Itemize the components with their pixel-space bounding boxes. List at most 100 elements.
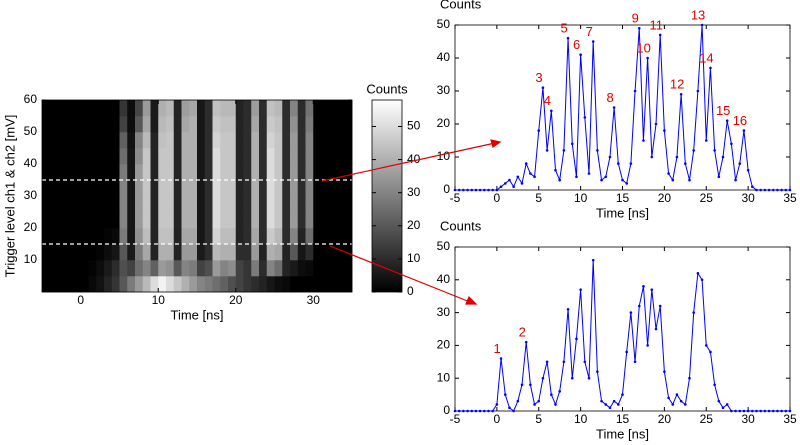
heat-cell <box>158 196 167 213</box>
heat-cell <box>266 100 275 117</box>
heat-cell <box>259 164 268 181</box>
heat-cell <box>166 164 175 181</box>
heat-cell <box>181 148 190 165</box>
heat-cell <box>266 212 275 229</box>
heat-cell <box>127 196 136 213</box>
heat-cell <box>189 180 198 197</box>
series-point <box>696 89 700 93</box>
heat-cell <box>158 148 167 165</box>
heat-cell <box>235 276 244 293</box>
y-tick-label: 50 <box>437 239 451 253</box>
heat-cell <box>344 244 353 261</box>
heat-cell <box>220 116 229 133</box>
heat-cell <box>212 148 221 165</box>
heat-cell <box>189 116 198 133</box>
heat-cell <box>259 276 268 293</box>
heat-cell <box>65 132 74 149</box>
heat-cell <box>189 276 198 293</box>
heat-cell <box>119 100 128 117</box>
heat-cell <box>197 148 206 165</box>
heat-cell <box>251 260 260 277</box>
heat-cell <box>297 180 306 197</box>
heat-cell <box>220 164 229 181</box>
heat-cell <box>119 276 128 293</box>
x-tick-label: 35 <box>783 191 797 205</box>
heat-cell <box>88 164 97 181</box>
series-point <box>587 172 591 175</box>
series-point <box>746 409 750 413</box>
heat-cell <box>96 212 105 229</box>
heat-cell <box>135 180 144 197</box>
heat-cell <box>49 180 58 197</box>
series-point <box>721 155 725 159</box>
heat-cell <box>336 228 345 245</box>
heat-cell <box>158 228 167 245</box>
heat-cell <box>321 244 330 261</box>
series-point <box>742 409 746 413</box>
heat-cell <box>173 212 182 229</box>
heat-cell <box>150 148 159 165</box>
colorbar-tick-label: 0 <box>407 284 414 298</box>
series-point <box>767 188 771 192</box>
series-point <box>457 409 461 413</box>
series-point <box>596 149 599 152</box>
heat-cell <box>313 244 322 261</box>
series-point <box>545 360 549 364</box>
heat-cell <box>282 228 291 245</box>
heat-cell <box>42 244 51 261</box>
series-point <box>675 155 679 159</box>
heat-cell <box>220 212 229 229</box>
heat-cell <box>220 276 229 293</box>
series-point <box>642 139 645 142</box>
heat-cell <box>73 100 82 117</box>
heat-cell <box>57 116 66 133</box>
heat-cell <box>235 116 244 133</box>
heat-cell <box>243 116 252 133</box>
heat-cell <box>181 228 190 245</box>
heat-cell <box>42 276 51 293</box>
heat-cell <box>212 180 221 197</box>
heat-cell <box>251 148 260 165</box>
heat-cell <box>220 132 229 149</box>
heat-cell <box>88 260 97 277</box>
heat-cell <box>104 260 113 277</box>
heat-cell <box>259 228 268 245</box>
series-point <box>700 23 704 27</box>
heat-cell <box>228 116 237 133</box>
heat-cell <box>220 244 229 261</box>
heat-cell <box>290 276 299 293</box>
heat-cell <box>65 212 74 229</box>
heat-cell <box>150 116 159 133</box>
heat-cell <box>297 132 306 149</box>
heat-cell <box>336 116 345 133</box>
y-tick-label: 30 <box>437 305 451 319</box>
heat-cell <box>127 212 136 229</box>
series-point <box>529 172 532 175</box>
heat-cell <box>259 180 268 197</box>
series-point <box>713 149 716 152</box>
heat-cell <box>127 260 136 277</box>
heat-cell <box>57 100 66 117</box>
series-point <box>663 370 666 373</box>
heat-cell <box>290 260 299 277</box>
heat-cell <box>321 164 330 181</box>
heat-cell <box>49 196 58 213</box>
heat-cell <box>243 228 252 245</box>
heat-cell <box>166 228 175 245</box>
series-point <box>474 409 478 413</box>
heat-cell <box>336 244 345 261</box>
heat-cell <box>282 260 291 277</box>
heat-cell <box>119 148 128 165</box>
heat-cell <box>313 212 322 229</box>
heat-cell <box>173 228 182 245</box>
heat-cell <box>321 260 330 277</box>
series-point <box>491 409 494 413</box>
series-point <box>558 178 561 182</box>
heat-cell <box>173 180 182 197</box>
heat-cell <box>111 244 120 261</box>
heat-cell <box>111 196 120 213</box>
series-point <box>453 409 457 413</box>
y-tick-label: 60 <box>24 92 38 106</box>
heat-cell <box>274 212 283 229</box>
